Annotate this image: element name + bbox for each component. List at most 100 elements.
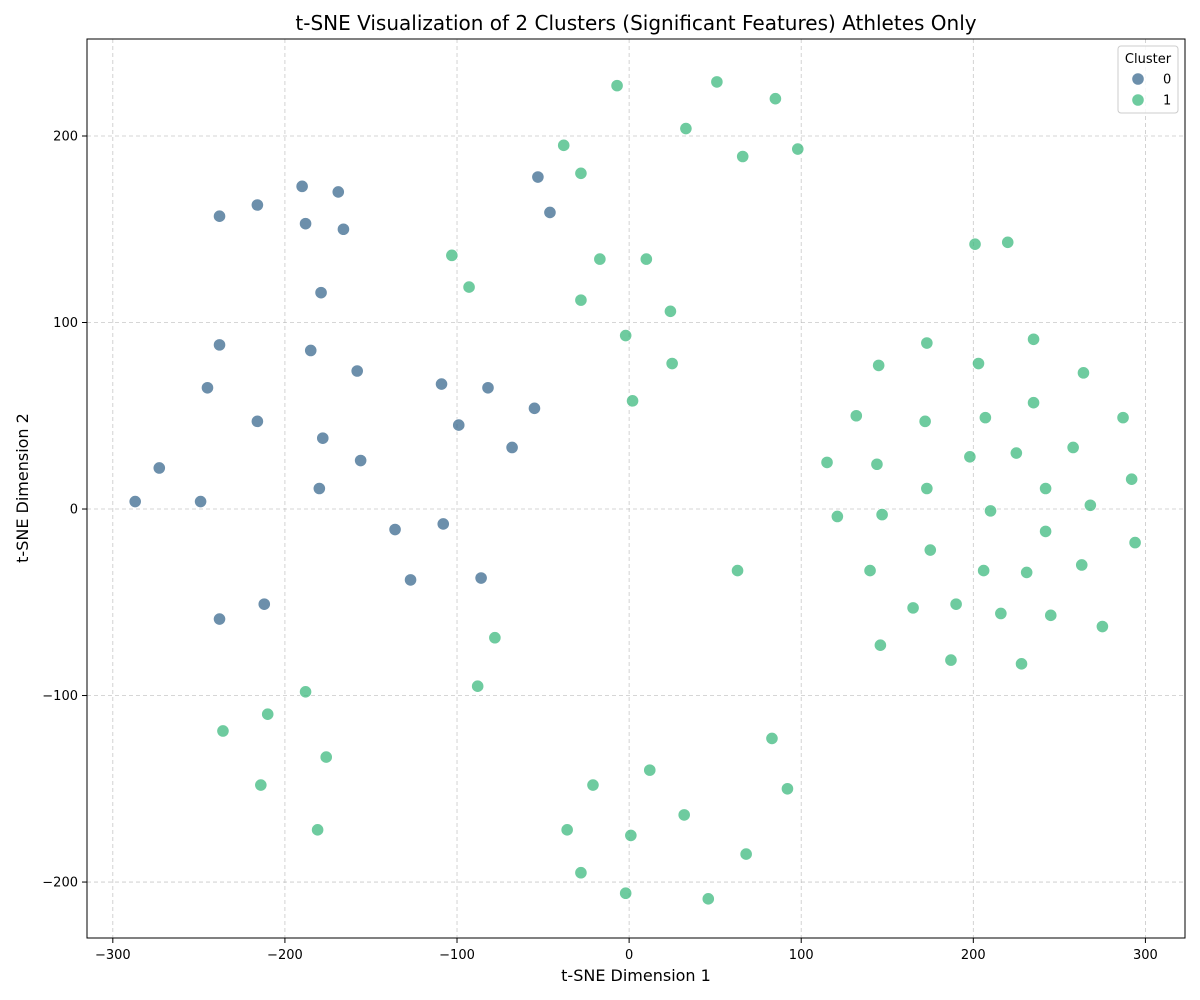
data-point <box>316 431 330 445</box>
legend-marker <box>1131 93 1145 107</box>
data-point <box>870 457 884 471</box>
data-point <box>906 601 920 615</box>
data-point <box>873 638 887 652</box>
data-point <box>336 222 351 236</box>
data-point <box>643 763 657 777</box>
data-point <box>295 179 309 193</box>
x-tick-label: 0 <box>625 948 633 963</box>
data-point <box>619 328 633 343</box>
data-point <box>200 381 215 395</box>
data-point <box>872 358 886 373</box>
series-0 <box>128 170 557 626</box>
data-point <box>849 409 863 423</box>
data-point <box>436 517 450 531</box>
data-point <box>923 543 937 557</box>
data-point <box>1083 498 1097 512</box>
data-point <box>625 394 640 408</box>
data-point <box>1026 396 1041 410</box>
data-point <box>791 142 805 156</box>
data-point <box>665 356 679 371</box>
data-point <box>624 828 638 843</box>
data-point <box>312 481 326 496</box>
data-point <box>481 381 495 395</box>
plot-frame <box>86 38 1186 939</box>
data-point <box>462 280 476 294</box>
data-point <box>531 170 545 184</box>
x-tick-label: −200 <box>267 948 303 963</box>
data-point <box>212 209 227 223</box>
data-point <box>350 364 364 378</box>
data-point <box>820 455 834 469</box>
y-axis-label: t-SNE Dimension 2 <box>13 413 32 563</box>
data-point <box>445 248 459 262</box>
legend-label: 0 <box>1163 73 1171 88</box>
data-point <box>250 414 264 428</box>
data-point <box>780 782 795 796</box>
x-axis-ticks: −300 −200 −100 0 100 200 300 <box>95 938 1158 963</box>
y-tick-label: −100 <box>42 689 78 704</box>
legend-label: 1 <box>1163 94 1171 109</box>
data-point <box>261 707 275 721</box>
data-point <box>319 750 333 764</box>
data-point <box>968 237 982 251</box>
data-point <box>574 166 588 180</box>
data-point <box>971 356 986 371</box>
data-point <box>677 808 691 822</box>
data-point <box>863 563 877 578</box>
data-point <box>331 185 345 199</box>
data-point <box>730 563 745 578</box>
data-point <box>527 401 542 415</box>
data-point <box>560 823 574 837</box>
data-point <box>920 336 934 350</box>
data-point <box>193 494 208 509</box>
data-point <box>918 414 932 428</box>
data-point <box>1038 524 1053 538</box>
data-point <box>216 724 230 738</box>
data-point <box>298 685 313 699</box>
data-point <box>710 75 724 89</box>
data-point <box>388 522 402 537</box>
x-tick-label: 100 <box>789 948 814 963</box>
data-point <box>474 571 488 585</box>
data-point <box>586 778 600 792</box>
x-tick-label: 300 <box>1133 948 1158 963</box>
data-point <box>739 847 753 861</box>
data-point <box>1125 472 1139 486</box>
data-point <box>1128 535 1142 550</box>
data-point <box>152 461 166 475</box>
data-point <box>1009 446 1023 460</box>
data-point <box>701 892 715 906</box>
x-tick-label: 200 <box>961 948 986 963</box>
data-point <box>434 377 449 391</box>
data-point <box>257 597 271 611</box>
data-point <box>1095 619 1109 634</box>
data-point <box>1116 411 1130 425</box>
data-point <box>574 293 588 307</box>
data-point <box>311 823 325 837</box>
y-tick-label: 200 <box>53 129 78 144</box>
data-point <box>128 494 142 509</box>
legend-title: Cluster <box>1125 52 1172 67</box>
data-point <box>314 286 328 300</box>
x-tick-label: −300 <box>95 948 131 963</box>
data-point <box>471 679 485 693</box>
data-point <box>639 252 653 266</box>
data-point <box>610 79 624 93</box>
data-point <box>574 866 588 880</box>
data-point <box>920 481 934 496</box>
data-point <box>557 138 571 152</box>
data-point <box>994 606 1008 621</box>
data-point <box>403 573 418 587</box>
data-point <box>875 508 889 522</box>
data-point <box>1020 565 1034 580</box>
data-point <box>1066 440 1080 455</box>
data-point <box>543 205 557 220</box>
data-point <box>1026 332 1041 346</box>
data-point <box>593 252 607 266</box>
grid-lines <box>87 39 1185 938</box>
data-point <box>949 597 963 611</box>
data-point <box>304 343 318 358</box>
data-point <box>619 886 633 900</box>
data-point <box>505 440 519 455</box>
data-point <box>765 731 779 746</box>
